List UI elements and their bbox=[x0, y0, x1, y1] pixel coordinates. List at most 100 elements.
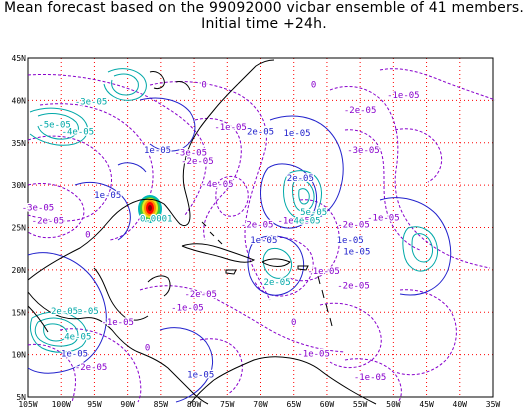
svg-text:2e-05: 2e-05 bbox=[247, 127, 274, 137]
svg-text:-1e-05: -1e-05 bbox=[354, 373, 387, 383]
longitude-tick-label: 80W bbox=[187, 400, 202, 409]
svg-text:-2e-05: -2e-05 bbox=[337, 282, 370, 292]
longitude-tick-label: 60W bbox=[320, 400, 335, 409]
contour-label: -3e-05 bbox=[173, 147, 208, 160]
longitude-tick-label: 65W bbox=[286, 400, 301, 409]
latitude-tick-label: 45N bbox=[12, 54, 27, 63]
svg-text:0: 0 bbox=[291, 318, 296, 328]
longitude-tick-label: 55W bbox=[353, 400, 368, 409]
svg-text:-2e-05: -2e-05 bbox=[344, 106, 377, 116]
contour-label: -2e-05 bbox=[240, 219, 275, 232]
contour-label: 0 bbox=[144, 342, 152, 355]
svg-text:-1e-05: -1e-05 bbox=[214, 123, 247, 133]
contour-label: 2e-05 bbox=[246, 126, 276, 139]
contour-label: 2e-05 bbox=[50, 306, 80, 319]
contour-label: 1e-05 bbox=[249, 235, 279, 248]
svg-text:-1e-05: -1e-05 bbox=[277, 216, 310, 226]
svg-text:0: 0 bbox=[311, 81, 316, 91]
contour-label: 1e-05 bbox=[282, 128, 312, 141]
contour-label: 1e-05 bbox=[335, 235, 365, 248]
svg-text:4e-05: 4e-05 bbox=[64, 332, 91, 342]
title-line-2: Initial time +24h. bbox=[201, 16, 327, 32]
contour-label: -1e-05 bbox=[353, 372, 388, 385]
contour-label: 1e-05 bbox=[143, 145, 173, 158]
svg-text:-3e-05: -3e-05 bbox=[75, 98, 108, 108]
coastlines bbox=[27, 59, 377, 405]
contour-label: -2e-05 bbox=[30, 215, 65, 228]
contour-label: 2e-05 bbox=[286, 173, 316, 186]
contour-label: -1e-05 bbox=[100, 317, 135, 330]
contour-label: 4e-05 bbox=[63, 331, 93, 344]
svg-text:-2e-05: -2e-05 bbox=[241, 221, 274, 231]
contour-label: 0 bbox=[290, 317, 298, 330]
svg-text:-3e-05: -3e-05 bbox=[66, 307, 99, 317]
contour-label: -1e-05 bbox=[296, 348, 331, 361]
svg-text:1e-05: 1e-05 bbox=[187, 371, 214, 381]
map-title: Mean forecast based on the 99092000 vicb… bbox=[0, 0, 528, 32]
svg-text:0.0001: 0.0001 bbox=[140, 215, 173, 225]
latitude-tick-label: 20N bbox=[12, 266, 27, 275]
contour-label: -3e-05 bbox=[346, 145, 381, 158]
contour-label: -2e-05 bbox=[343, 105, 378, 118]
svg-text:2e-05: 2e-05 bbox=[287, 174, 314, 184]
contour-lines bbox=[27, 68, 496, 403]
longitude-tick-label: 35W bbox=[486, 400, 501, 409]
svg-text:2e-05: 2e-05 bbox=[51, 307, 78, 317]
latitude-tick-label: 25N bbox=[12, 224, 27, 233]
svg-text:1e-05: 1e-05 bbox=[144, 146, 171, 156]
svg-text:0: 0 bbox=[85, 231, 90, 241]
svg-text:0: 0 bbox=[145, 343, 150, 353]
longitude-labels: 105W 100W 95W 90W 85W 80W 75W 70W 65W 60W 55W 50W 45… bbox=[18, 400, 500, 409]
longitude-tick-label: 45W bbox=[419, 400, 434, 409]
contour-label: -1e-05 bbox=[306, 266, 341, 279]
map-frame bbox=[27, 57, 494, 398]
latitude-tick-label: 15N bbox=[12, 308, 27, 317]
contour-label: -2e-05 bbox=[336, 219, 371, 232]
contour-label: -1e-05 bbox=[170, 302, 205, 315]
svg-text:-2e-05: -2e-05 bbox=[181, 157, 214, 167]
svg-text:1e-05: 1e-05 bbox=[250, 236, 277, 246]
contour-label: -1e-05 bbox=[276, 215, 311, 228]
contour-label: -5e-05 bbox=[37, 119, 72, 131]
contour-label: 1e-05 bbox=[60, 348, 90, 361]
contour-label: -2e-05 bbox=[183, 289, 218, 302]
contour-label: 2e-05 bbox=[262, 277, 292, 290]
latitude-labels: 45N 40N 35N 30N 25N 20N 15N 10N 5N bbox=[12, 54, 27, 402]
longitude-tick-label: 95W bbox=[87, 400, 102, 409]
latitude-tick-label: 5N bbox=[16, 393, 26, 402]
longitude-tick-label: 40W bbox=[453, 400, 468, 409]
contour-labels: 0 0-1e-05-3e-05-2e-05-5e-05-4e-05 -1e-05 2e… bbox=[20, 79, 421, 385]
svg-text:-4e-05: -4e-05 bbox=[201, 180, 234, 190]
longitude-tick-label: 85W bbox=[154, 400, 169, 409]
contour-label: -1e-05 bbox=[386, 90, 421, 103]
latitude-tick-label: 10N bbox=[12, 351, 27, 360]
contour-label: -3e-05 bbox=[74, 96, 109, 109]
svg-text:-1e-05: -1e-05 bbox=[101, 318, 134, 328]
contour-label: -1e-05 bbox=[366, 212, 401, 225]
contour-label: -2e-05 bbox=[180, 156, 215, 169]
contour-label: 0 bbox=[200, 79, 208, 92]
contour-label: 1e-05 bbox=[342, 246, 372, 259]
svg-text:5e-05: 5e-05 bbox=[300, 208, 327, 218]
longitude-tick-label: 50W bbox=[386, 400, 401, 409]
svg-text:-3e-05: -3e-05 bbox=[347, 146, 380, 156]
contour-label: -2e-05 bbox=[74, 362, 109, 375]
svg-text:1e-05: 1e-05 bbox=[94, 191, 121, 201]
contour-label: 5e-05 bbox=[299, 207, 329, 220]
contour-label: -1e-05 bbox=[213, 122, 248, 135]
longitude-tick-label: 90W bbox=[120, 400, 135, 409]
svg-text:0: 0 bbox=[201, 81, 206, 91]
contour-label: 1e-05 bbox=[186, 369, 216, 382]
svg-text:4e-05: 4e-05 bbox=[293, 216, 320, 226]
contour-label: 0 bbox=[310, 79, 318, 92]
contour-label: 1e-05 bbox=[93, 190, 123, 203]
svg-text:1e-05: 1e-05 bbox=[283, 129, 310, 139]
contour-label: -2e-05 bbox=[336, 280, 371, 293]
svg-text:-4e-05: -4e-05 bbox=[62, 127, 95, 137]
positive-contours bbox=[27, 97, 452, 403]
latitude-tick-label: 30N bbox=[12, 181, 27, 190]
latitude-tick-label: 35N bbox=[12, 139, 27, 148]
svg-text:-3e-05: -3e-05 bbox=[22, 204, 55, 214]
longitude-tick-label: 75W bbox=[220, 400, 235, 409]
